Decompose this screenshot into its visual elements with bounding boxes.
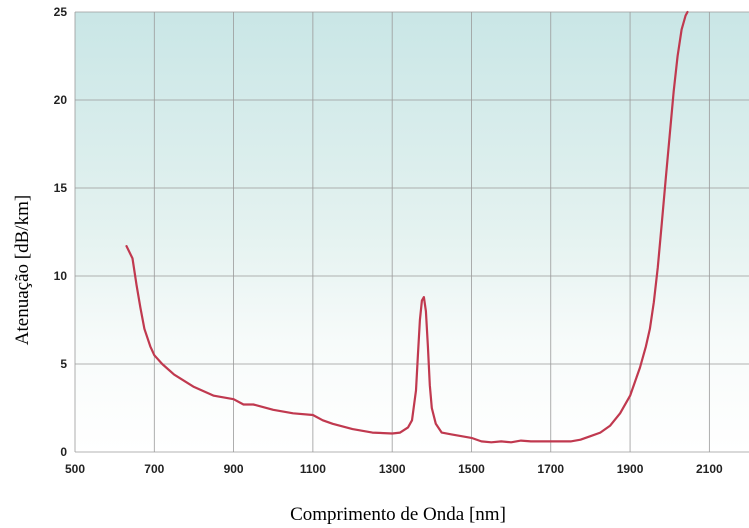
y-tick-label: 15 bbox=[54, 181, 68, 195]
x-tick-label: 900 bbox=[224, 462, 244, 476]
plot-area bbox=[75, 12, 749, 452]
x-tick-label: 1700 bbox=[537, 462, 564, 476]
y-tick-label: 25 bbox=[54, 5, 68, 19]
x-tick-label: 1500 bbox=[458, 462, 485, 476]
y-axis-label: Atenuação [dB/km] bbox=[12, 195, 33, 345]
x-tick-label: 500 bbox=[65, 462, 85, 476]
x-tick-label: 1300 bbox=[379, 462, 406, 476]
x-tick-label: 700 bbox=[144, 462, 164, 476]
y-tick-label: 10 bbox=[54, 269, 68, 283]
y-tick-label: 20 bbox=[54, 93, 68, 107]
x-tick-label: 2100 bbox=[696, 462, 723, 476]
x-axis-label: Comprimento de Onda [nm] bbox=[290, 504, 506, 525]
grid bbox=[74, 11, 749, 453]
x-tick-label: 1900 bbox=[617, 462, 644, 476]
x-tick-label: 1100 bbox=[300, 462, 326, 476]
y-tick-label: 5 bbox=[60, 357, 67, 371]
y-tick-label: 0 bbox=[60, 445, 67, 459]
attenuation-curve bbox=[125, 10, 689, 444]
y-axis-ticks: 0 5 10 15 20 25 bbox=[54, 5, 68, 459]
x-axis-ticks: 500 700 900 1100 1300 1500 1700 1900 2100 bbox=[65, 462, 723, 476]
